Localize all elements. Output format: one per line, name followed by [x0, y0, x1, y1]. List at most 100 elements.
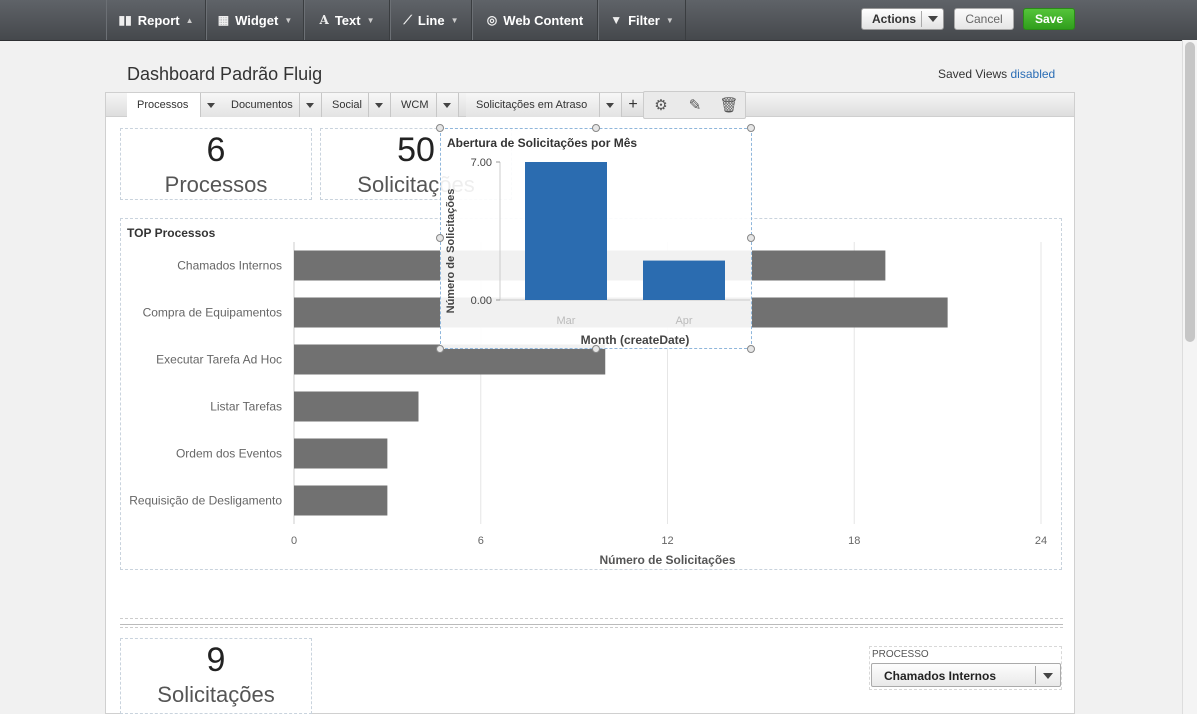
- tab-wcm[interactable]: WCM: [391, 93, 437, 117]
- bar: [643, 260, 725, 300]
- x-axis-title: Número de Solicitações: [599, 553, 735, 567]
- caret-up-icon: ▲: [185, 15, 194, 25]
- resize-handle[interactable]: [747, 124, 755, 132]
- kpi-value: 6: [206, 131, 226, 169]
- kpi-label: Processos: [164, 172, 268, 197]
- x-tick-label: 6: [478, 535, 484, 547]
- x-tick-label: Mar: [557, 315, 576, 327]
- y-tick-label: 7.00: [471, 157, 492, 169]
- tab-processos-dropdown[interactable]: [201, 93, 223, 117]
- actions-button[interactable]: Actions: [861, 8, 944, 30]
- line-widget[interactable]: [120, 624, 1063, 625]
- vertical-scrollbar[interactable]: [1182, 40, 1197, 714]
- compass-icon: ◎: [486, 13, 498, 27]
- tab-social[interactable]: Social: [322, 93, 369, 117]
- saved-views-label: Saved Views: [938, 67, 1008, 81]
- resize-handle[interactable]: [747, 234, 755, 242]
- processo-select-value: Chamados Internos: [884, 669, 997, 683]
- tab-solicitacoes-atraso-dropdown[interactable]: [600, 93, 622, 117]
- save-button[interactable]: Save: [1023, 8, 1075, 30]
- kpi-value: 9: [206, 641, 226, 679]
- x-tick-label: 24: [1035, 535, 1047, 547]
- processo-filter-label: PROCESSO: [872, 649, 929, 660]
- line-icon: ⟋: [403, 12, 412, 27]
- text-menu-label: Text: [334, 12, 361, 28]
- select-separator: [1035, 666, 1036, 684]
- abertura-solicitacoes-chart: 7.00 0.00 Mar Apr Month (createDate) Número d…: [445, 157, 750, 347]
- widget-menu-label: Widget: [235, 12, 279, 28]
- actions-label: Actions: [872, 12, 917, 26]
- category-label: Listar Tarefas: [210, 400, 282, 414]
- resize-handle[interactable]: [747, 345, 755, 353]
- filter-menu[interactable]: ▼ Filter ▼: [598, 0, 686, 40]
- bar: [294, 391, 419, 422]
- text-icon: A: [319, 13, 329, 27]
- tab-processos[interactable]: Processos: [127, 93, 201, 117]
- bar: [294, 344, 606, 375]
- chart-title: Abertura de Solicitações por Mês: [447, 136, 638, 150]
- section-divider: [120, 618, 1063, 619]
- y-axis-title: Número de Solicitações: [445, 189, 457, 314]
- line-menu[interactable]: ⟋ Line ▼: [390, 0, 472, 40]
- caret-down-icon: ▼: [450, 15, 459, 25]
- chart-title: TOP Processos: [127, 226, 216, 240]
- category-label: Requisição de Desligamento: [129, 494, 282, 508]
- resize-handle[interactable]: [592, 124, 600, 132]
- saved-views: Saved Views disabled: [938, 67, 1055, 81]
- x-axis-title: Month (createDate): [581, 333, 690, 347]
- resize-handle[interactable]: [592, 345, 600, 353]
- scrollbar-thumb[interactable]: [1185, 42, 1195, 342]
- tab-wcm-dropdown[interactable]: [437, 93, 459, 117]
- tab-social-dropdown[interactable]: [369, 93, 391, 117]
- resize-handle[interactable]: [436, 345, 444, 353]
- pencil-icon[interactable]: ✎: [688, 97, 702, 114]
- cancel-button[interactable]: Cancel: [954, 8, 1014, 30]
- category-label: Chamados Internos: [177, 259, 282, 273]
- bar: [294, 485, 388, 516]
- chevron-down-icon[interactable]: [928, 16, 938, 22]
- report-menu-label: Report: [137, 12, 180, 28]
- resize-handle[interactable]: [436, 234, 444, 242]
- tab-documentos[interactable]: Documentos: [221, 93, 300, 117]
- bar-chart-icon: ▮▮: [118, 13, 132, 27]
- x-tick-label: Apr: [675, 315, 692, 327]
- caret-down-icon: ▼: [366, 15, 375, 25]
- x-tick-label: 12: [661, 535, 673, 547]
- add-tab-button[interactable]: +: [628, 96, 638, 113]
- kpi-processos[interactable]: 6 Processos: [120, 128, 312, 200]
- top-toolbar: ▮▮ Report ▲ ▦ Widget ▼ A Text ▼ ⟋ Line ▼…: [0, 0, 1197, 41]
- report-menu[interactable]: ▮▮ Report ▲: [106, 0, 206, 40]
- tab-documentos-dropdown[interactable]: [300, 93, 322, 117]
- bar: [525, 162, 607, 300]
- filter-menu-label: Filter: [628, 12, 660, 28]
- kpi-value: 50: [397, 131, 435, 169]
- line-menu-label: Line: [417, 12, 445, 28]
- category-label: Ordem dos Eventos: [176, 447, 282, 461]
- widget-menu[interactable]: ▦ Widget ▼: [206, 0, 304, 40]
- actions-separator: [921, 11, 922, 27]
- caret-down-icon: ▼: [284, 15, 293, 25]
- x-tick-label: 0: [291, 535, 297, 547]
- saved-views-link[interactable]: disabled: [1010, 67, 1056, 81]
- resize-handle[interactable]: [436, 124, 444, 132]
- x-tick-label: 18: [848, 535, 860, 547]
- trash-icon[interactable]: 🗑: [719, 97, 739, 114]
- section-divider: [120, 627, 1063, 628]
- text-menu[interactable]: A Text ▼: [304, 0, 390, 40]
- widget-icon: ▦: [217, 13, 230, 27]
- filter-icon: ▼: [610, 13, 623, 27]
- kpi-solicitacoes-processo[interactable]: 9 Solicitações: [120, 638, 312, 714]
- processo-select[interactable]: Chamados Internos: [871, 663, 1061, 687]
- caret-down-icon: ▼: [665, 15, 674, 25]
- bar: [294, 438, 388, 469]
- tab-solicitacoes-atraso[interactable]: Solicitações em Atraso: [466, 93, 600, 117]
- chevron-down-icon[interactable]: [1043, 673, 1053, 679]
- web-content-menu-label: Web Content: [503, 12, 584, 28]
- page-title: Dashboard Padrão Fluig: [127, 64, 323, 84]
- widget-toolbar: ⚙ ✎ 🗑: [643, 91, 746, 119]
- category-label: Compra de Equipamentos: [143, 306, 282, 320]
- y-tick-label: 0.00: [471, 295, 492, 307]
- kpi-label: Solicitações: [157, 682, 275, 707]
- gear-icon[interactable]: ⚙: [654, 97, 668, 114]
- web-content-menu[interactable]: ◎ Web Content: [472, 0, 598, 40]
